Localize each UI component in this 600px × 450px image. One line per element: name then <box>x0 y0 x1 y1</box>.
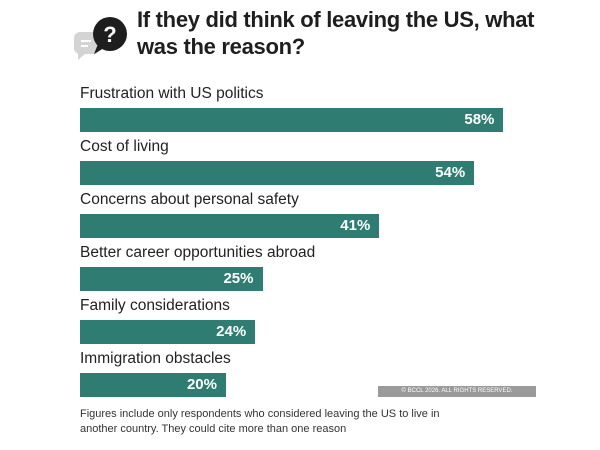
bar: 20% <box>80 373 226 397</box>
chart-footnote: Figures include only respondents who con… <box>80 408 440 435</box>
bar: 41% <box>80 214 380 238</box>
header-icon-group: ? <box>72 12 132 72</box>
bar-value-label: 25% <box>223 270 254 287</box>
category-label: Better career opportunities abroad <box>80 244 316 261</box>
category-label: Cost of living <box>80 138 169 155</box>
category-label: Family considerations <box>80 297 230 314</box>
bar: 54% <box>80 161 475 185</box>
bar-value-label: 54% <box>435 164 466 181</box>
category-label: Immigration obstacles <box>80 350 231 367</box>
bar: 24% <box>80 320 256 344</box>
chart-title: If they did think of leaving the US, wha… <box>137 7 535 59</box>
bar-value-label: 41% <box>340 217 371 234</box>
copyright-notice: © BCCL 2026. ALL RIGHTS RESERVED. <box>378 386 536 397</box>
category-label: Concerns about personal safety <box>80 191 299 208</box>
category-label: Frustration with US politics <box>80 85 264 102</box>
question-chat-icon: ? <box>74 17 127 60</box>
bar-value-label: 24% <box>216 323 247 340</box>
bar-value-label: 20% <box>186 376 217 393</box>
bar: 58% <box>80 108 504 132</box>
bar: 25% <box>80 267 263 291</box>
svg-text:?: ? <box>103 22 116 47</box>
bar-value-label: 58% <box>464 111 495 128</box>
